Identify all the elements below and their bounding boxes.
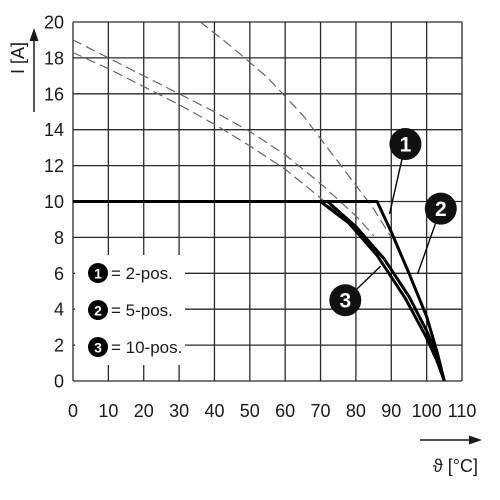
legend-marker-3 <box>88 337 108 357</box>
y-tick-label: 20 <box>44 13 64 33</box>
series-2-dashed-line <box>73 39 375 237</box>
y-tick-label: 8 <box>54 228 64 248</box>
legend-marker-number: 2 <box>94 303 102 319</box>
callout-marker-3 <box>329 284 362 317</box>
callout-group: 1 2 3 <box>329 128 457 317</box>
legend-label: = 10-pos. <box>111 338 182 357</box>
x-tick-label: 70 <box>311 401 331 421</box>
y-tick-label: 0 <box>54 372 64 392</box>
x-tick-label: 50 <box>240 401 260 421</box>
x-tick-label: 90 <box>381 401 401 421</box>
legend-item: 1 = 2-pos. <box>88 263 173 283</box>
x-tick-label: 20 <box>134 401 154 421</box>
x-tick-label: 0 <box>68 401 78 421</box>
legend-marker-1 <box>88 263 108 283</box>
y-tick-label: 2 <box>54 336 64 356</box>
callout-marker-2 <box>424 192 457 225</box>
x-tick-label: 30 <box>169 401 189 421</box>
dashed-series-group <box>73 22 392 238</box>
legend-marker-number: 3 <box>94 340 102 356</box>
solid-series-group <box>73 200 446 381</box>
y-axis-label: I [A] <box>8 42 28 74</box>
x-axis-label: ϑ [°C] <box>433 456 478 476</box>
legend-item: 3 = 10-pos. <box>88 337 182 357</box>
x-tick-label: 10 <box>98 401 118 421</box>
y-tick-label: 4 <box>54 300 64 320</box>
legend-marker-number: 1 <box>94 266 102 282</box>
y-axis-title: I [A] <box>8 28 39 112</box>
legend-marker-2 <box>88 300 108 320</box>
y-tick-label: 6 <box>54 264 64 284</box>
callout-number: 3 <box>339 290 351 313</box>
callout-marker-1 <box>389 128 422 161</box>
legend-label: = 5-pos. <box>111 301 173 320</box>
y-axis-arrow-head <box>29 28 39 41</box>
y-tick-label: 18 <box>44 48 64 68</box>
y-tick-label: 16 <box>44 84 64 104</box>
y-tick-labels: 0 2 4 6 8 10 12 14 16 18 20 <box>44 13 64 392</box>
x-axis-arrow-head <box>469 435 482 445</box>
series-2-solid-line <box>73 200 446 381</box>
legend-item: 2 = 5-pos. <box>88 300 173 320</box>
y-tick-label: 10 <box>44 192 64 212</box>
x-tick-label: 60 <box>275 401 295 421</box>
callout-number: 2 <box>435 198 447 221</box>
x-tick-labels: 0 10 20 30 40 50 60 70 80 90 100 110 <box>68 401 476 421</box>
legend-label: = 2-pos. <box>111 264 173 283</box>
x-tick-label: 110 <box>448 401 477 421</box>
x-tick-label: 100 <box>412 401 442 421</box>
x-tick-label: 80 <box>346 401 366 421</box>
y-tick-label: 14 <box>44 120 64 140</box>
series-1-dashed-line <box>199 22 392 238</box>
x-tick-label: 40 <box>204 401 224 421</box>
legend: 1 = 2-pos. 2 = 5-pos. 3 = 10-pos. <box>75 255 185 365</box>
series-3-dashed-line <box>73 51 357 229</box>
callout-number: 1 <box>400 134 412 157</box>
series-3-solid-line <box>73 200 446 381</box>
y-tick-label: 12 <box>44 156 64 176</box>
x-axis-title: ϑ [°C] <box>420 435 482 476</box>
